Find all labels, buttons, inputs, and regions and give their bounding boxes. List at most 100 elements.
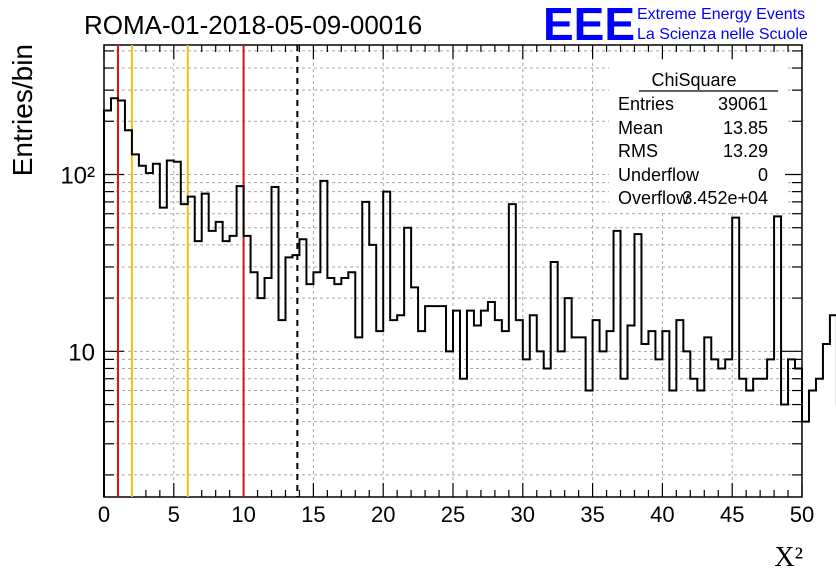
histogram-bin (299, 239, 306, 497)
histogram-bin (425, 306, 432, 497)
histogram-bin (460, 379, 467, 497)
histogram-bin (390, 320, 397, 497)
y-tick-label: 10² (60, 163, 95, 190)
histogram-bin (223, 241, 230, 497)
eee-logo-line1: Extreme Energy Events (637, 6, 805, 23)
histogram-bin (725, 359, 732, 497)
histogram-bin (146, 173, 153, 497)
histogram-bin (509, 204, 516, 497)
x-tick-label: 20 (371, 502, 395, 527)
histogram-bin (781, 405, 788, 497)
eee-logo-text: EEE (543, 0, 635, 50)
stats-box-background (609, 60, 785, 210)
histogram-bin (495, 320, 502, 497)
x-tick-label: 50 (790, 502, 814, 527)
histogram-bin (285, 257, 292, 497)
histogram-bin (174, 162, 181, 497)
histogram-bin (795, 368, 802, 497)
histogram-bin (802, 422, 809, 497)
histogram-line (103, 97, 836, 497)
histogram-bin (648, 331, 655, 497)
histogram-bin (662, 331, 669, 497)
stats-value-underflow: 0 (758, 165, 768, 185)
histogram-bin (446, 351, 453, 497)
histogram-bin (237, 186, 244, 497)
histogram-bin (732, 218, 739, 497)
histogram-bin (788, 359, 795, 497)
histogram-bin (306, 284, 313, 497)
x-tick-label: 15 (301, 502, 325, 527)
histogram-bin (132, 154, 139, 497)
stats-value-mean: 13.85 (723, 118, 768, 138)
histogram-bin (551, 262, 558, 497)
histogram-bin (565, 298, 572, 497)
histogram-bin (488, 302, 495, 497)
histogram-bin (397, 315, 404, 497)
histogram-bin (327, 278, 334, 497)
histogram-bin (767, 359, 774, 497)
histogram-bin (202, 194, 209, 497)
histogram-bin (697, 391, 704, 497)
histogram-bin (760, 379, 767, 497)
histogram-bin (739, 379, 746, 497)
histogram-bin (641, 344, 648, 497)
histogram-bin (704, 337, 711, 497)
histogram-bin (418, 331, 425, 497)
histogram-bin (188, 197, 195, 497)
histogram-bin (104, 111, 111, 497)
stats-box: ChiSquare Entries 39061 Mean 13.85 RMS 1… (609, 60, 785, 210)
histogram-bin (411, 287, 418, 497)
x-tick-label: 10 (231, 502, 255, 527)
histogram-bin (167, 160, 174, 497)
eee-logo-line2: La Scienza nelle Scuole (637, 26, 808, 43)
histogram-bin (404, 228, 411, 497)
chart-title: ROMA-01-2018-05-09-00016 (84, 10, 422, 40)
stats-label-underflow: Underflow (618, 165, 700, 185)
histogram-bin (537, 351, 544, 497)
histogram-bin (467, 311, 474, 497)
histogram-bin (655, 359, 662, 497)
histogram-bin (676, 320, 683, 497)
histogram-bin (453, 311, 460, 497)
x-tick-label: 25 (441, 502, 465, 527)
histogram-bin (816, 379, 823, 497)
marker-lines (116, 45, 299, 497)
histogram-bin (669, 391, 676, 497)
x-tick-labels: 0 5 10 15 20 25 30 35 40 45 50 (98, 502, 814, 527)
histogram-bin (111, 98, 118, 497)
x-tick-label: 45 (720, 502, 744, 527)
histogram-bin (251, 272, 258, 497)
stats-value-rms: 13.29 (723, 141, 768, 161)
histogram-bin (125, 130, 132, 497)
histogram-bin (292, 255, 299, 497)
histogram-bin (181, 204, 188, 497)
histogram-bin (481, 311, 488, 497)
histogram-bin (334, 284, 341, 497)
histogram-bin (558, 351, 565, 497)
histogram-bin (383, 192, 390, 497)
histogram-bin (118, 101, 125, 497)
histogram-bin (600, 351, 607, 497)
histogram-bin (711, 359, 718, 497)
histogram-bin (320, 181, 327, 497)
x-tick-label: 35 (580, 502, 604, 527)
eee-logo: EEE Extreme Energy Events La Scienza nel… (543, 0, 808, 50)
histogram-bin (265, 278, 272, 497)
histogram-bins (103, 97, 836, 497)
y-tick-label: 10 (68, 339, 95, 366)
x-tick-label: 5 (168, 502, 180, 527)
x-axis-label: X² (774, 542, 803, 572)
stats-label-overflow: Overflow (618, 188, 690, 208)
stats-label-rms: RMS (618, 141, 658, 161)
histogram-bin (313, 272, 320, 497)
histogram-bin (809, 391, 816, 497)
histogram-bin (432, 306, 439, 497)
histogram-bin (209, 231, 216, 497)
y-tick-labels: 10 10² (60, 163, 95, 367)
histogram-bin (272, 187, 279, 497)
histogram-bin (279, 320, 286, 497)
histogram-bin (586, 391, 593, 497)
histogram-bin (258, 298, 265, 497)
histogram-bin (572, 337, 579, 497)
x-tick-label: 30 (511, 502, 535, 527)
